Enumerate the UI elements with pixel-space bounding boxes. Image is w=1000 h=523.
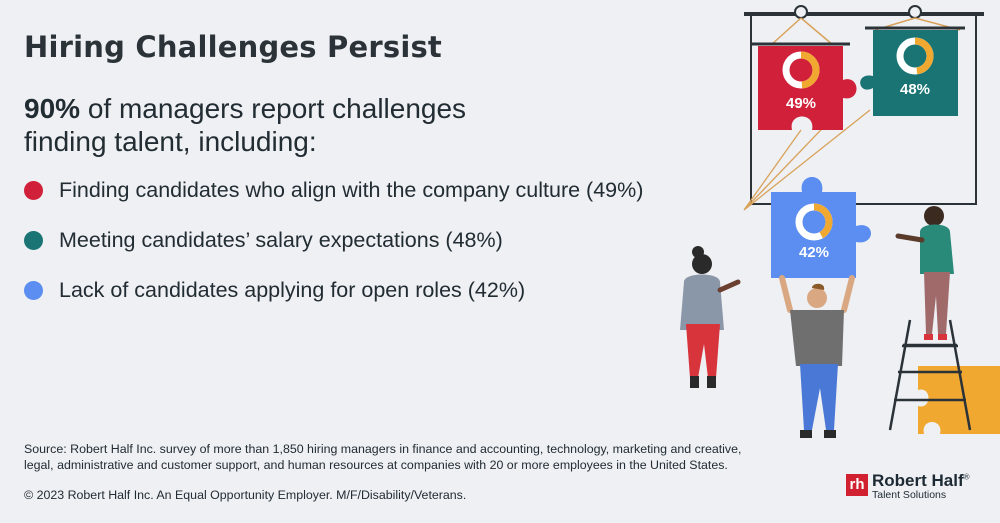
page-title: Hiring Challenges Persist (24, 30, 442, 64)
list-item: Finding candidates who align with the co… (24, 178, 643, 203)
red-piece-label: 49% (786, 95, 816, 112)
red-bullet-icon (24, 181, 43, 200)
donut-arc (813, 203, 833, 239)
logo-name: Robert Half® (872, 471, 970, 491)
list-item: Meeting candidates’ salary expectations … (24, 228, 643, 253)
headline-text-2: finding talent, including: (24, 126, 317, 157)
rh-logo-mark: rh (846, 474, 868, 496)
donut-arc (914, 37, 934, 75)
red-puzzle-piece: 49% (750, 42, 857, 130)
headline: 90% of managers report challenges finding… (24, 92, 564, 158)
logo-registered-mark: ® (963, 472, 970, 482)
pin-icon (908, 5, 922, 19)
blue-piece-label: 42% (799, 244, 829, 261)
headline-percent: 90% (24, 93, 81, 124)
blue-bullet-icon (24, 281, 43, 300)
challenge-label: Meeting candidates’ salary expectations … (59, 228, 503, 252)
teal-bullet-icon (24, 231, 43, 250)
person-center (779, 275, 855, 438)
logo-name-text: Robert Half (872, 471, 964, 490)
pin-icon (794, 5, 808, 19)
stepladder (888, 319, 972, 431)
logo-subtitle: Talent Solutions (872, 489, 947, 501)
puzzle-illustration: 49% 48% 42% (680, 5, 1000, 438)
donut-arc (800, 51, 820, 89)
list-item: Lack of candidates applying for open rol… (24, 278, 643, 303)
copyright-note: © 2023 Robert Half Inc. An Equal Opportu… (24, 488, 467, 502)
robert-half-logo: rh Robert Half® Talent Solutions (846, 471, 986, 503)
challenge-label: Finding candidates who align with the co… (59, 178, 644, 202)
challenge-label: Lack of candidates applying for open rol… (59, 278, 526, 302)
person-right (895, 206, 954, 340)
teal-piece-label: 48% (900, 81, 930, 98)
hanging-strings (770, 17, 961, 46)
challenge-list: Finding candidates who align with the co… (24, 178, 643, 328)
person-left (680, 246, 741, 388)
blue-puzzle-piece: 42% (771, 177, 871, 278)
teal-puzzle-piece: 48% (860, 26, 965, 116)
source-note: Source: Robert Half Inc. survey of more … (24, 442, 742, 472)
headline-text-1: of managers report challenges (80, 93, 467, 124)
